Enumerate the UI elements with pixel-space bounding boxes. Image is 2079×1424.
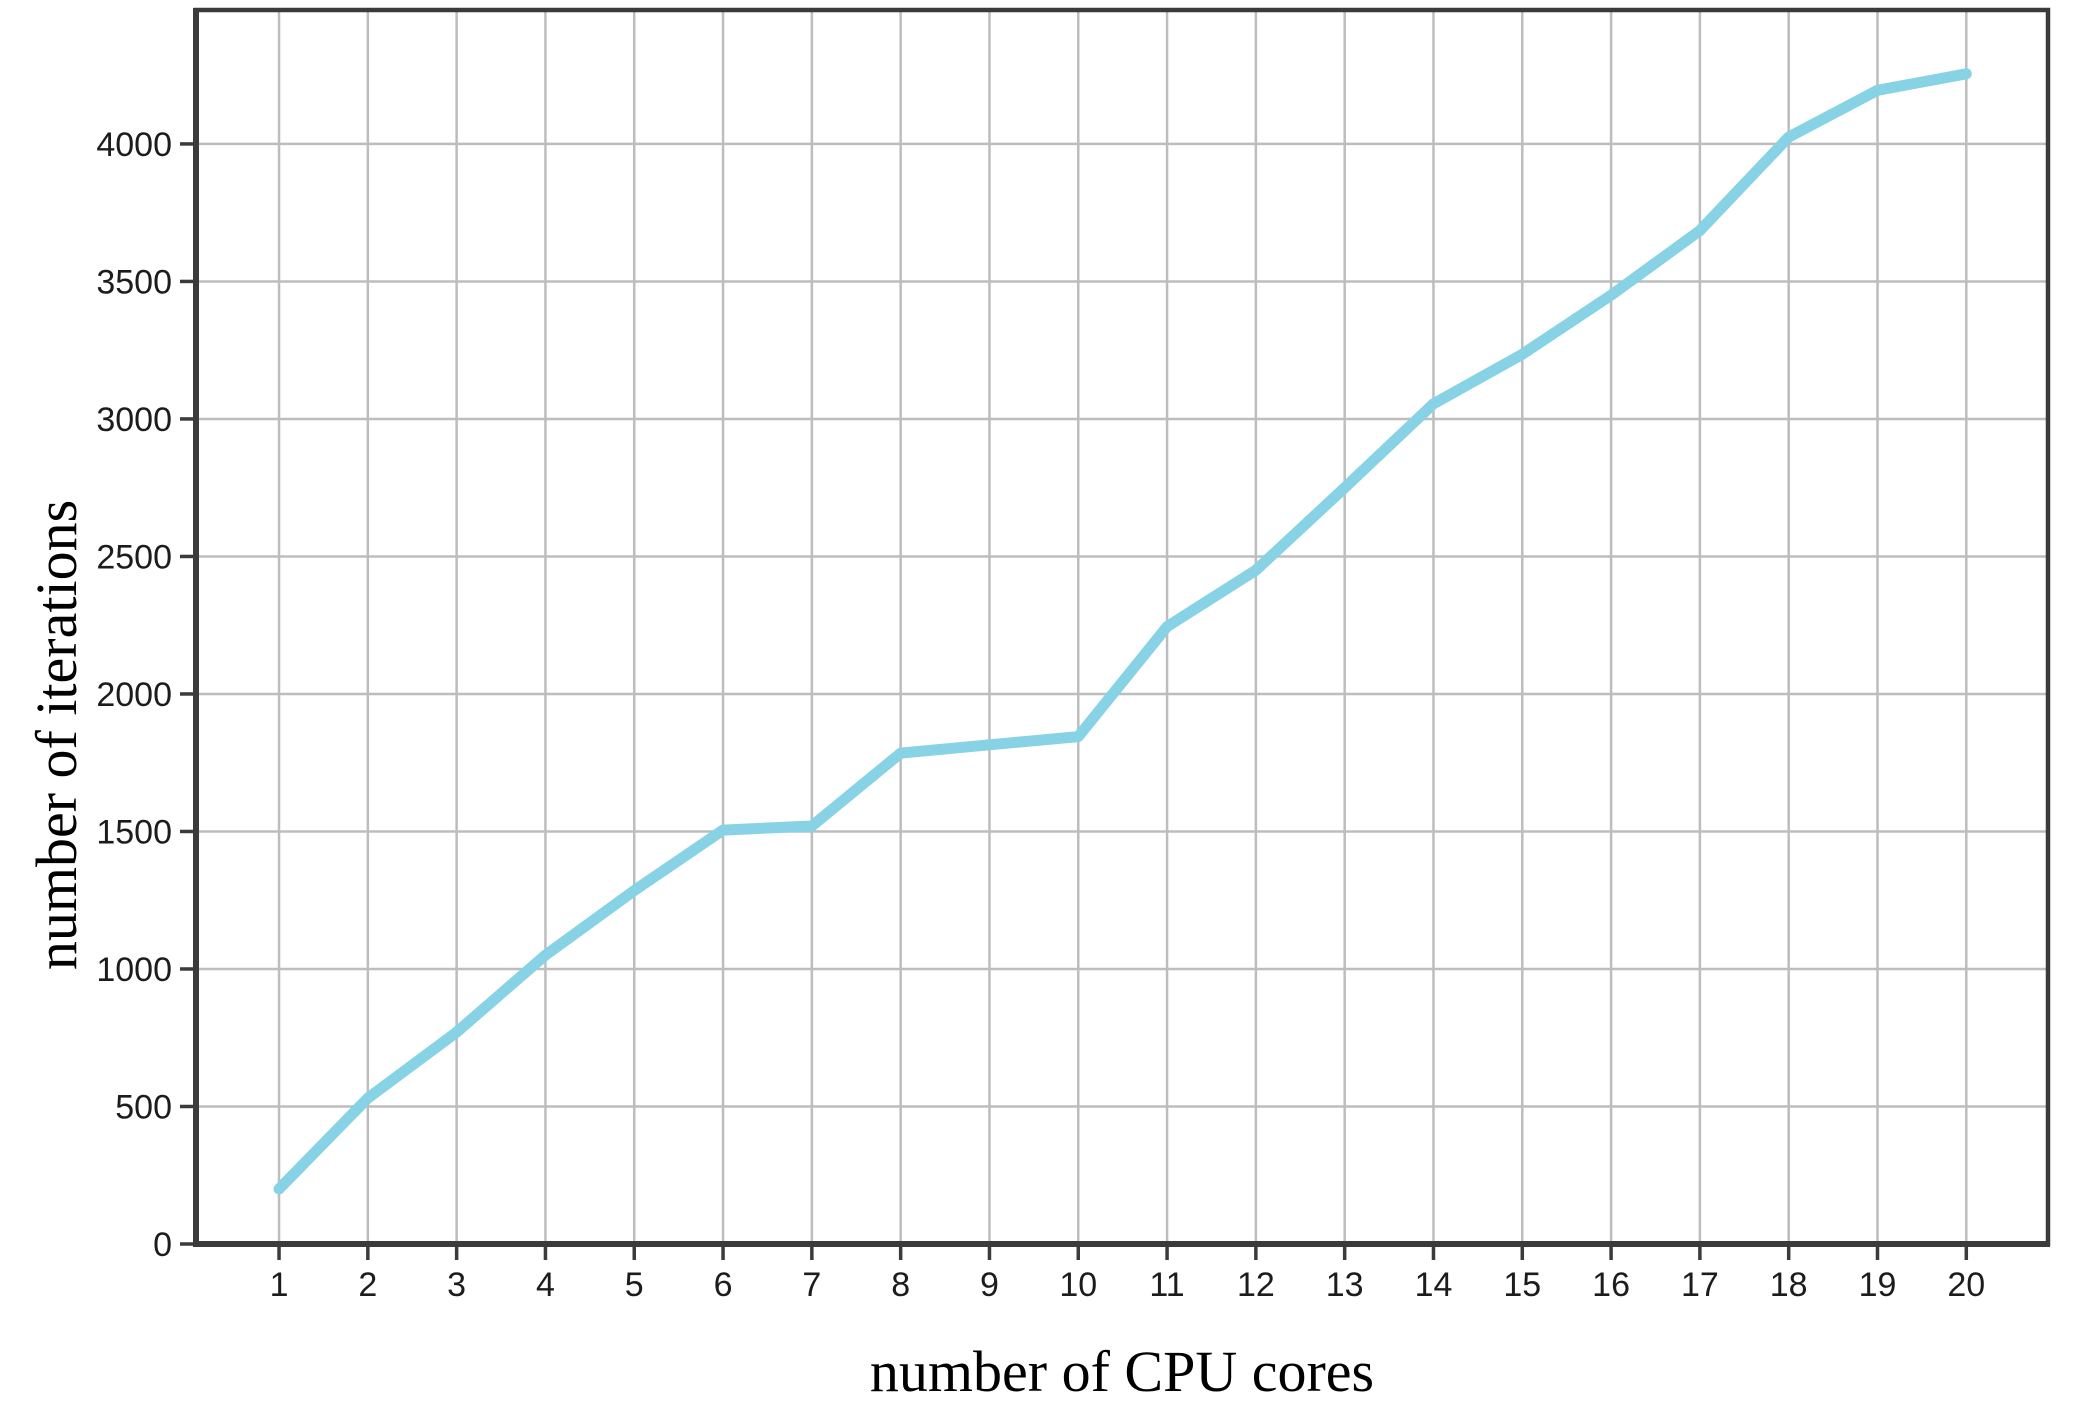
x-tick-label: 2 <box>358 1266 377 1304</box>
y-tick-label: 3500 <box>96 263 172 301</box>
x-tick-label: 9 <box>980 1266 999 1304</box>
y-tick-labels: 0 500 1000 1500 2000 2500 3000 3500 4000 <box>96 126 172 1264</box>
y-tick-label: 3000 <box>96 401 172 439</box>
grid-lines <box>196 10 2048 1244</box>
x-tick-label: 5 <box>625 1266 644 1304</box>
y-tick-label: 500 <box>115 1088 172 1126</box>
x-tick-label: 7 <box>802 1266 821 1304</box>
y-tick-label: 2000 <box>96 676 172 714</box>
x-tick-label: 20 <box>1947 1266 1985 1304</box>
x-tick-label: 13 <box>1326 1266 1364 1304</box>
x-tick-label: 14 <box>1415 1266 1453 1304</box>
x-tick-label: 4 <box>536 1266 555 1304</box>
x-tick-label: 16 <box>1592 1266 1630 1304</box>
x-tick-label: 12 <box>1237 1266 1275 1304</box>
y-tick-label: 1500 <box>96 813 172 851</box>
y-tick-label: 1000 <box>96 951 172 989</box>
x-tick-label: 17 <box>1681 1266 1719 1304</box>
data-line-iterations <box>273 68 1972 1195</box>
tick-marks <box>180 142 1969 1260</box>
x-tick-label: 18 <box>1770 1266 1808 1304</box>
x-tick-label: 10 <box>1059 1266 1097 1304</box>
plot-border <box>193 7 2051 1247</box>
x-tick-label: 19 <box>1859 1266 1897 1304</box>
y-tick-label: 0 <box>153 1226 172 1264</box>
x-tick-label: 8 <box>891 1266 910 1304</box>
y-tick-label: 2500 <box>96 538 172 576</box>
x-tick-label: 15 <box>1503 1266 1541 1304</box>
axis-frame <box>193 7 2051 1247</box>
y-axis-title: number of iterations <box>24 499 89 971</box>
y-tick-label: 4000 <box>96 126 172 164</box>
x-tick-label: 11 <box>1149 1266 1184 1304</box>
x-tick-label: 3 <box>447 1266 466 1304</box>
x-tick-label: 6 <box>714 1266 733 1304</box>
x-axis-title: number of CPU cores <box>869 1339 1375 1404</box>
x-tick-labels: 1 2 3 4 5 6 7 8 9 10 11 12 13 14 15 16 17 18 19 20 <box>270 1266 1986 1304</box>
x-tick-label: 1 <box>270 1266 289 1304</box>
